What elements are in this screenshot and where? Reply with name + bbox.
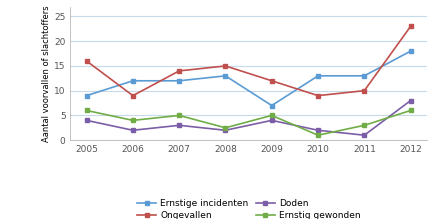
Ernstig gewonden bbox=[269, 114, 275, 117]
Ongevallen bbox=[315, 94, 321, 97]
Legend: Ernstige incidenten, Ongevallen, Doden, Ernstig gewonden: Ernstige incidenten, Ongevallen, Doden, … bbox=[133, 195, 364, 219]
Ongevallen bbox=[408, 25, 413, 28]
Doden bbox=[84, 119, 89, 122]
Doden bbox=[269, 119, 275, 122]
Doden bbox=[362, 134, 367, 136]
Doden bbox=[130, 129, 136, 132]
Ongevallen bbox=[130, 94, 136, 97]
Ernstige incidenten bbox=[84, 94, 89, 97]
Ernstig gewonden bbox=[176, 114, 182, 117]
Y-axis label: Aantal voorvallen of slachtoffers: Aantal voorvallen of slachtoffers bbox=[42, 5, 51, 142]
Ernstige incidenten bbox=[408, 50, 413, 52]
Doden bbox=[176, 124, 182, 127]
Ernstige incidenten bbox=[223, 74, 228, 77]
Ernstig gewonden bbox=[315, 134, 321, 136]
Ernstige incidenten bbox=[176, 79, 182, 82]
Line: Ernstige incidenten: Ernstige incidenten bbox=[84, 49, 413, 108]
Ernstige incidenten bbox=[362, 74, 367, 77]
Ernstige incidenten bbox=[269, 104, 275, 107]
Doden bbox=[408, 99, 413, 102]
Ernstige incidenten bbox=[315, 74, 321, 77]
Ongevallen bbox=[362, 89, 367, 92]
Ernstig gewonden bbox=[223, 127, 228, 129]
Ernstig gewonden bbox=[362, 124, 367, 127]
Ongevallen bbox=[223, 65, 228, 67]
Ernstig gewonden bbox=[408, 109, 413, 112]
Ongevallen bbox=[176, 70, 182, 72]
Line: Doden: Doden bbox=[84, 98, 413, 138]
Doden bbox=[223, 129, 228, 132]
Doden bbox=[315, 129, 321, 132]
Ernstige incidenten bbox=[130, 79, 136, 82]
Ernstig gewonden bbox=[130, 119, 136, 122]
Ongevallen bbox=[269, 79, 275, 82]
Ongevallen bbox=[84, 60, 89, 62]
Line: Ernstig gewonden: Ernstig gewonden bbox=[84, 108, 413, 138]
Line: Ongevallen: Ongevallen bbox=[84, 24, 413, 98]
Ernstig gewonden bbox=[84, 109, 89, 112]
